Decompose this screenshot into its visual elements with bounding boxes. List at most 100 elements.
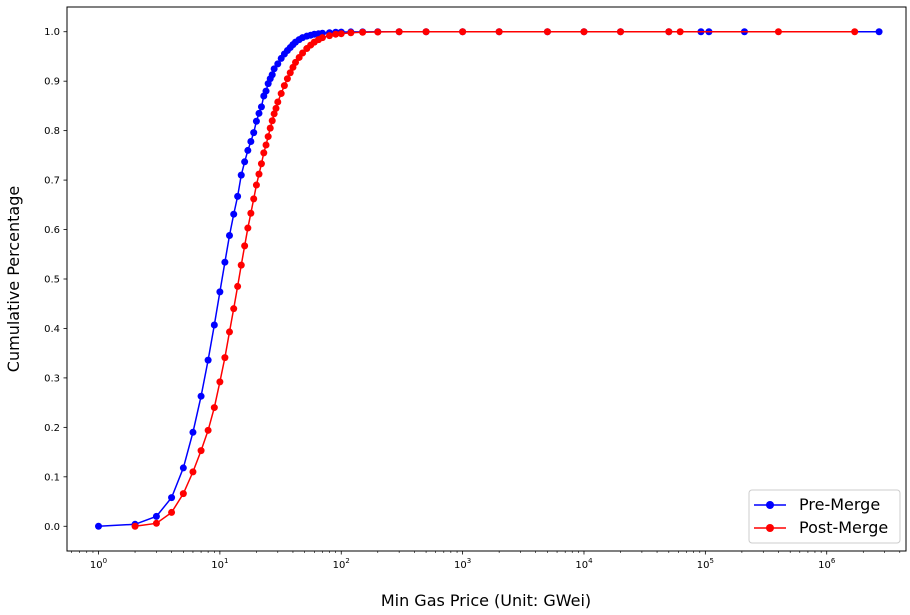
- x-axis: 100 101 102 103 104 105 106: [71, 551, 901, 571]
- data-point-series-1: [234, 282, 242, 290]
- data-point-series-0: [189, 428, 197, 436]
- y-tick-label: 0.1: [44, 472, 60, 483]
- data-point-series-1: [676, 28, 684, 36]
- data-point-series-1: [851, 28, 859, 36]
- data-point-series-1: [189, 468, 197, 476]
- legend-label-pre-merge: Pre-Merge: [799, 495, 880, 514]
- data-point-series-1: [270, 110, 278, 118]
- data-point-series-0: [197, 392, 205, 400]
- data-point-series-1: [266, 124, 274, 132]
- x-tick-label-exponent: 0: [103, 557, 107, 565]
- data-point-series-0: [152, 512, 160, 520]
- y-axis-label: Cumulative Percentage: [4, 186, 23, 372]
- data-point-series-1: [422, 28, 430, 36]
- data-point-series-1: [225, 328, 233, 336]
- data-point-series-1: [580, 28, 588, 36]
- x-axis-label: Min Gas Price (Unit: GWei): [381, 591, 591, 610]
- data-point-series-1: [337, 30, 345, 38]
- y-tick-label: 0.4: [44, 324, 60, 335]
- y-tick-label: 0.8: [44, 126, 60, 137]
- data-point-series-0: [230, 210, 238, 218]
- y-tick-label: 0.2: [44, 423, 60, 434]
- data-point-series-1: [299, 49, 307, 57]
- data-point-series-0: [95, 522, 103, 530]
- data-point-series-0: [204, 356, 212, 364]
- x-tick-label-exponent: 2: [345, 557, 349, 565]
- y-tick-label: 0.3: [44, 373, 60, 384]
- x-tick-label-exponent: 5: [709, 557, 713, 565]
- data-point-series-0: [270, 65, 278, 73]
- legend: Pre-Merge Post-Merge: [748, 489, 901, 544]
- x-tick-label-base: 10: [211, 560, 224, 571]
- data-point-series-0: [252, 117, 260, 125]
- data-point-series-0: [237, 171, 245, 179]
- data-point-series-1: [152, 519, 160, 527]
- data-point-series-0: [255, 109, 263, 117]
- series-layer: [95, 28, 883, 530]
- legend-box: [748, 489, 901, 544]
- data-point-series-1: [395, 28, 403, 36]
- data-point-series-1: [268, 117, 276, 125]
- data-point-series-1: [257, 160, 265, 168]
- data-point-series-0: [268, 71, 276, 79]
- data-point-series-1: [260, 149, 268, 157]
- data-point-series-1: [230, 305, 238, 313]
- data-point-series-1: [347, 29, 355, 37]
- x-tick-label: 106: [818, 557, 836, 571]
- data-point-series-1: [204, 426, 212, 434]
- data-point-series-1: [283, 75, 291, 83]
- x-tick-label-base: 10: [818, 560, 831, 571]
- data-point-series-1: [252, 181, 260, 189]
- data-point-series-0: [247, 138, 255, 146]
- data-point-series-1: [274, 98, 282, 106]
- data-point-series-0: [262, 87, 270, 95]
- y-tick-label: 0.7: [44, 176, 60, 187]
- data-point-series-0: [875, 28, 883, 36]
- x-tick-label-exponent: 1: [224, 557, 228, 565]
- data-point-series-1: [221, 354, 229, 362]
- data-point-series-0: [250, 129, 258, 137]
- data-point-series-1: [247, 209, 255, 217]
- data-point-series-1: [264, 133, 272, 141]
- legend-label-post-merge: Post-Merge: [799, 518, 888, 537]
- data-point-series-0: [274, 60, 282, 68]
- data-point-series-1: [325, 32, 333, 40]
- x-tick-label-exponent: 3: [467, 557, 471, 565]
- x-tick-label-base: 10: [90, 560, 103, 571]
- x-tick-label: 100: [90, 557, 107, 571]
- data-point-series-0: [210, 321, 218, 329]
- data-point-series-1: [665, 28, 673, 36]
- y-tick-label: 0.5: [44, 275, 60, 286]
- data-point-series-1: [277, 90, 285, 98]
- data-point-series-1: [332, 30, 340, 38]
- x-tick-label-exponent: 6: [831, 557, 836, 565]
- data-point-series-0: [241, 158, 249, 166]
- data-point-series-1: [374, 28, 382, 36]
- data-point-series-1: [237, 261, 245, 269]
- data-point-series-0: [216, 288, 224, 296]
- x-tick-label-base: 10: [575, 560, 588, 571]
- x-tick-label-base: 10: [454, 560, 467, 571]
- legend-marker-pre-merge: [766, 501, 774, 509]
- data-point-series-0: [179, 464, 187, 472]
- data-point-series-1: [131, 522, 139, 530]
- data-point-series-1: [543, 28, 551, 36]
- data-point-series-0: [244, 146, 252, 154]
- data-point-series-1: [617, 28, 625, 36]
- data-point-series-1: [292, 58, 300, 66]
- data-point-series-1: [244, 224, 252, 232]
- data-point-series-0: [221, 258, 229, 266]
- data-point-series-1: [255, 170, 263, 178]
- data-point-series-0: [257, 103, 265, 111]
- data-point-series-1: [495, 28, 503, 36]
- data-point-series-1: [241, 242, 249, 250]
- data-point-series-1: [286, 69, 294, 77]
- data-point-series-1: [168, 508, 176, 516]
- y-tick-label: 1.0: [44, 27, 60, 38]
- x-tick-label-exponent: 4: [588, 557, 593, 565]
- y-tick-label: 0.6: [44, 225, 60, 236]
- data-point-series-1: [459, 28, 467, 36]
- y-tick-label: 0.0: [44, 522, 60, 533]
- data-point-series-0: [225, 231, 233, 239]
